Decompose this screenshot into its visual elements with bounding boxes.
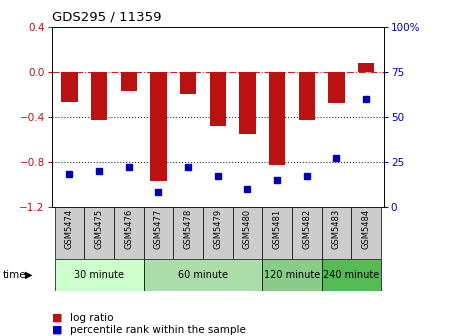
Text: GSM5484: GSM5484: [361, 209, 370, 249]
Bar: [150, 72, 167, 181]
Bar: [55, 259, 144, 291]
Bar: [114, 207, 144, 259]
Bar: [292, 207, 321, 259]
Bar: [351, 207, 381, 259]
Text: ■: ■: [52, 325, 62, 335]
Bar: [321, 207, 351, 259]
Bar: [210, 72, 226, 126]
Bar: [233, 207, 262, 259]
Text: percentile rank within the sample: percentile rank within the sample: [70, 325, 246, 335]
Text: 240 minute: 240 minute: [323, 270, 379, 280]
Text: ■: ■: [52, 312, 62, 323]
Text: 30 minute: 30 minute: [74, 270, 124, 280]
Text: GSM5476: GSM5476: [124, 209, 133, 250]
Bar: [358, 63, 374, 72]
Bar: [91, 72, 107, 120]
Text: 120 minute: 120 minute: [264, 270, 320, 280]
Bar: [61, 72, 78, 102]
Bar: [121, 72, 137, 91]
Text: log ratio: log ratio: [70, 312, 113, 323]
Bar: [262, 207, 292, 259]
Bar: [262, 259, 321, 291]
Bar: [299, 72, 315, 120]
Bar: [239, 72, 255, 134]
Text: GDS295 / 11359: GDS295 / 11359: [52, 10, 161, 24]
Text: GSM5478: GSM5478: [184, 209, 193, 250]
Bar: [144, 207, 173, 259]
Text: time: time: [2, 270, 26, 280]
Bar: [144, 259, 262, 291]
Text: GSM5475: GSM5475: [95, 209, 104, 249]
Bar: [328, 72, 344, 103]
Text: GSM5483: GSM5483: [332, 209, 341, 250]
Text: GSM5474: GSM5474: [65, 209, 74, 249]
Bar: [203, 207, 233, 259]
Text: GSM5482: GSM5482: [302, 209, 311, 249]
Text: 60 minute: 60 minute: [178, 270, 228, 280]
Text: ▶: ▶: [25, 270, 32, 280]
Text: GSM5480: GSM5480: [243, 209, 252, 249]
Text: GSM5481: GSM5481: [273, 209, 282, 249]
Text: GSM5477: GSM5477: [154, 209, 163, 250]
Bar: [321, 259, 381, 291]
Bar: [173, 207, 203, 259]
Bar: [55, 207, 84, 259]
Bar: [84, 207, 114, 259]
Bar: [269, 72, 285, 165]
Bar: [180, 72, 196, 94]
Text: GSM5479: GSM5479: [213, 209, 222, 249]
